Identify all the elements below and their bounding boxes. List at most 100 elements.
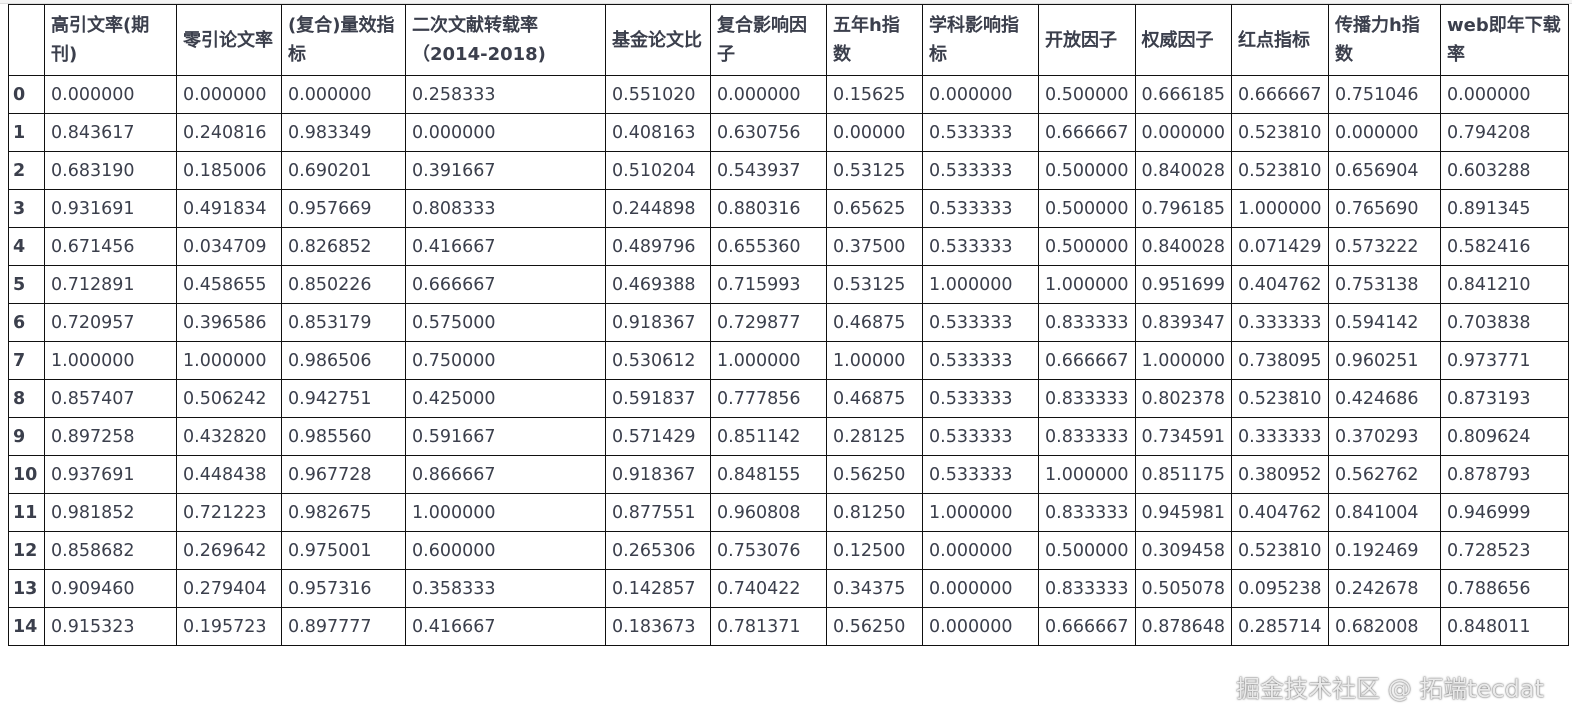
row-index: 7 <box>8 341 45 380</box>
table-cell: 0.530612 <box>605 341 711 380</box>
table-cell: 0.15625 <box>826 75 923 114</box>
table-cell: 0.195723 <box>176 607 282 646</box>
table-cell: 0.523810 <box>1231 379 1330 418</box>
table-cell: 0.734591 <box>1134 417 1233 456</box>
index-header <box>8 4 45 76</box>
row-index: 5 <box>8 265 45 304</box>
table-cell: 1.000000 <box>922 265 1039 304</box>
table-cell: 0.56250 <box>826 455 923 494</box>
table-cell: 0.985560 <box>281 417 406 456</box>
table-row: 4 0.671456 0.034709 0.826852 0.416667 0.48979… <box>8 227 1570 266</box>
table-cell: 1.000000 <box>922 493 1039 532</box>
table-cell: 0.729877 <box>710 303 827 342</box>
table-cell: 0.432820 <box>176 417 282 456</box>
table-header: 高引文率(期刊) 零引论文率 (复合)量效指标 二次文献转载率（2014-2018) 基… <box>8 4 1570 76</box>
table-cell: 0.788656 <box>1440 569 1570 608</box>
table-cell: 0.533333 <box>922 379 1039 418</box>
table-cell: 0.416667 <box>405 607 606 646</box>
table-cell: 0.942751 <box>281 379 406 418</box>
row-index: 8 <box>8 379 45 418</box>
table-cell: 0.915323 <box>44 607 177 646</box>
table-row: 3 0.931691 0.491834 0.957669 0.808333 0.24489… <box>8 189 1570 228</box>
watermark: 掘金技术社区 @ 拓端tecdat <box>1236 675 1544 703</box>
table-cell: 0.851175 <box>1134 455 1233 494</box>
table-cell: 0.425000 <box>405 379 606 418</box>
table-cell: 0.721223 <box>176 493 282 532</box>
table-cell: 0.841004 <box>1328 493 1442 532</box>
table-cell: 0.690201 <box>281 151 406 190</box>
table-cell: 0.880316 <box>710 189 827 228</box>
table-cell: 0.500000 <box>1038 227 1136 266</box>
table-cell: 0.833333 <box>1038 569 1136 608</box>
table-cell: 0.500000 <box>1038 75 1136 114</box>
table-row: 5 0.712891 0.458655 0.850226 0.666667 0.46938… <box>8 265 1570 304</box>
table-cell: 0.720957 <box>44 303 177 342</box>
table-cell: 0.491834 <box>176 189 282 228</box>
table-cell: 0.571429 <box>605 417 711 456</box>
table-cell: 0.551020 <box>605 75 711 114</box>
table-cell: 0.897258 <box>44 417 177 456</box>
table-cell: 0.000000 <box>922 531 1039 570</box>
table-cell: 0.975001 <box>281 531 406 570</box>
table-cell: 0.826852 <box>281 227 406 266</box>
table-cell: 1.000000 <box>1231 189 1330 228</box>
table-cell: 0.510204 <box>605 151 711 190</box>
table-cell: 1.000000 <box>44 341 177 380</box>
table-cell: 0.269642 <box>176 531 282 570</box>
column-header: 高引文率(期刊) <box>44 4 177 76</box>
table-cell: 0.279404 <box>176 569 282 608</box>
table-cell: 0.000000 <box>1134 113 1233 152</box>
row-index: 0 <box>8 75 45 114</box>
table-row: 9 0.897258 0.432820 0.985560 0.591667 0.57142… <box>8 417 1570 456</box>
table-cell: 0.28125 <box>826 417 923 456</box>
table-row: 11 0.981852 0.721223 0.982675 1.000000 0.8775… <box>8 493 1570 532</box>
table-cell: 0.489796 <box>605 227 711 266</box>
column-header: 基金论文比 <box>605 4 711 76</box>
table-cell: 0.848011 <box>1440 607 1570 646</box>
dataframe-table: 高引文率(期刊) 零引论文率 (复合)量效指标 二次文献转载率（2014-2018) 基… <box>8 4 1570 646</box>
table-cell: 0.841210 <box>1440 265 1570 304</box>
table-cell: 0.750000 <box>405 341 606 380</box>
table-cell: 0.533333 <box>922 189 1039 228</box>
table-cell: 0.142857 <box>605 569 711 608</box>
table-cell: 0.448438 <box>176 455 282 494</box>
table-cell: 0.65625 <box>826 189 923 228</box>
header-row: 高引文率(期刊) 零引论文率 (复合)量效指标 二次文献转载率（2014-2018) 基… <box>8 4 1570 76</box>
table-cell: 0.591837 <box>605 379 711 418</box>
table-body: 0 0.000000 0.000000 0.000000 0.258333 0.55102… <box>8 75 1570 646</box>
table-cell: 0.071429 <box>1231 227 1330 266</box>
table-cell: 0.37500 <box>826 227 923 266</box>
table-cell: 0.533333 <box>922 341 1039 380</box>
table-cell: 0.46875 <box>826 379 923 418</box>
table-cell: 0.594142 <box>1328 303 1442 342</box>
table-cell: 0.12500 <box>826 531 923 570</box>
table-cell: 0.833333 <box>1038 493 1136 532</box>
table-cell: 0.848155 <box>710 455 827 494</box>
table-cell: 0.600000 <box>405 531 606 570</box>
table-cell: 0.765690 <box>1328 189 1442 228</box>
table-cell: 0.000000 <box>1328 113 1442 152</box>
table-cell: 0.603288 <box>1440 151 1570 190</box>
table-cell: 0.796185 <box>1134 189 1233 228</box>
table-cell: 0.850226 <box>281 265 406 304</box>
table-cell: 1.000000 <box>1038 265 1136 304</box>
table-cell: 0.967728 <box>281 455 406 494</box>
row-index: 10 <box>8 455 45 494</box>
column-header: web即年下载率 <box>1440 4 1570 76</box>
table-cell: 0.533333 <box>922 151 1039 190</box>
table-cell: 0.666667 <box>405 265 606 304</box>
table-cell: 0.683190 <box>44 151 177 190</box>
table-cell: 0.46875 <box>826 303 923 342</box>
table-cell: 0.753076 <box>710 531 827 570</box>
table-cell: 0.981852 <box>44 493 177 532</box>
table-cell: 0.533333 <box>922 303 1039 342</box>
column-header: 开放因子 <box>1038 4 1136 76</box>
table-cell: 0.957669 <box>281 189 406 228</box>
table-cell: 0.808333 <box>405 189 606 228</box>
table-cell: 0.505078 <box>1134 569 1233 608</box>
table-cell: 0.56250 <box>826 607 923 646</box>
table-row: 13 0.909460 0.279404 0.957316 0.358333 0.1428… <box>8 569 1570 608</box>
table-row: 1 0.843617 0.240816 0.983349 0.000000 0.40816… <box>8 113 1570 152</box>
table-cell: 0.000000 <box>922 607 1039 646</box>
table-cell: 0.715993 <box>710 265 827 304</box>
